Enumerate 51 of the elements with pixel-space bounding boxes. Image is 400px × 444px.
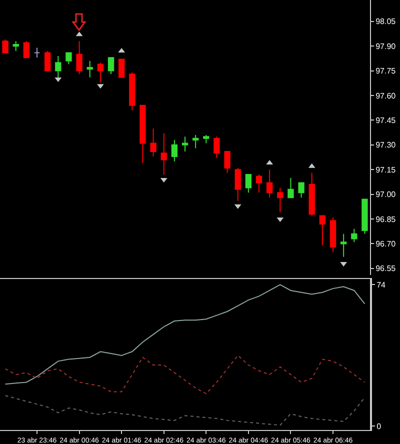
candlestick	[362, 198, 368, 234]
candlestick	[86, 60, 93, 78]
line-series	[4, 354, 366, 394]
candlestick	[182, 136, 188, 152]
candlestick	[298, 182, 304, 198]
candlestick	[23, 40, 30, 58]
candlestick	[330, 216, 336, 252]
candlestick	[192, 134, 199, 149]
y-tick-label: 97.45	[376, 116, 396, 126]
candlestick	[277, 187, 284, 213]
candlestick	[55, 55, 62, 78]
candlestick	[12, 40, 19, 52]
y-tick-label: 97.00	[376, 190, 396, 200]
candlestick	[150, 128, 156, 157]
y-tick-label: 97.75	[376, 66, 396, 76]
candlestick	[234, 167, 241, 202]
y-tick-label: 96.70	[376, 240, 396, 249]
candlestick	[140, 104, 146, 164]
y-tick-label: 0	[376, 422, 382, 431]
candlestick	[108, 57, 114, 75]
candlestick	[203, 134, 210, 144]
candlestick	[308, 172, 315, 216]
candlestick	[171, 139, 178, 162]
line-series	[4, 395, 366, 426]
candlestick	[351, 228, 358, 243]
candlestick	[76, 40, 82, 75]
candlestick	[66, 52, 72, 65]
candlestick	[256, 174, 262, 194]
candlestick	[319, 215, 326, 246]
candlestick	[118, 58, 125, 78]
candlestick	[44, 50, 51, 72]
candlestick	[266, 169, 273, 198]
line-series	[4, 284, 366, 385]
candlestick	[129, 72, 136, 111]
candlestick	[340, 233, 347, 258]
candlestick	[160, 132, 167, 176]
y-tick-label: 97.90	[376, 42, 396, 51]
candlestick	[97, 62, 104, 83]
y-tick-label: 98.05	[376, 17, 396, 26]
y-tick-label: 74	[376, 280, 386, 290]
candlestick	[34, 47, 40, 58]
candlestick	[224, 151, 230, 174]
y-tick-label: 97.15	[376, 165, 396, 174]
candlestick	[2, 39, 8, 54]
y-tick-label: 97.60	[376, 91, 396, 100]
candlestick	[245, 174, 252, 194]
y-tick-label: 96.85	[376, 214, 396, 224]
y-tick-label: 97.30	[376, 140, 396, 150]
candlestick	[214, 136, 220, 159]
candlestick	[288, 177, 294, 198]
y-tick-label: 96.55	[376, 264, 396, 274]
